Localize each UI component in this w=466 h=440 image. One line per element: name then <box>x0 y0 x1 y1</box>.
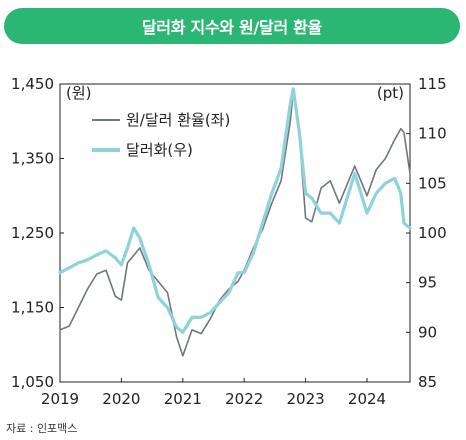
right-tick-label: 105 <box>418 174 447 192</box>
x-tick-label: 2019 <box>41 390 79 408</box>
x-tick-label: 2022 <box>225 390 263 408</box>
x-tick-label: 2021 <box>164 390 202 408</box>
x-tick-label: 2020 <box>102 390 140 408</box>
left-tick-label: 1,350 <box>11 150 54 168</box>
krw-usd-line <box>59 90 411 357</box>
x-tick-label: 2024 <box>348 390 386 408</box>
plot-frame <box>59 83 411 383</box>
left-axis-unit: (원) <box>66 84 92 102</box>
left-tick-label: 1,150 <box>11 299 54 317</box>
x-tick-label: 2023 <box>287 390 325 408</box>
source-note: 자료 : 인포맥스 <box>6 422 78 435</box>
right-tick-label: 100 <box>418 224 447 242</box>
right-tick-label: 85 <box>418 373 437 391</box>
right-tick-label: 115 <box>418 75 447 93</box>
right-axis-unit: (pt) <box>377 84 404 102</box>
right-tick-label: 110 <box>418 125 447 143</box>
left-tick-label: 1,250 <box>11 224 54 242</box>
legend-label: 달러화(우) <box>126 141 193 159</box>
left-tick-label: 1,450 <box>11 75 54 93</box>
right-tick-label: 95 <box>418 274 437 292</box>
left-tick-label: 1,050 <box>11 373 54 391</box>
legend-label: 원/달러 환율(좌) <box>126 111 230 129</box>
right-tick-label: 90 <box>418 323 437 341</box>
chart-title: 달러화 지수와 원/달러 환율 <box>4 8 460 44</box>
dollar-index-line <box>58 87 412 334</box>
